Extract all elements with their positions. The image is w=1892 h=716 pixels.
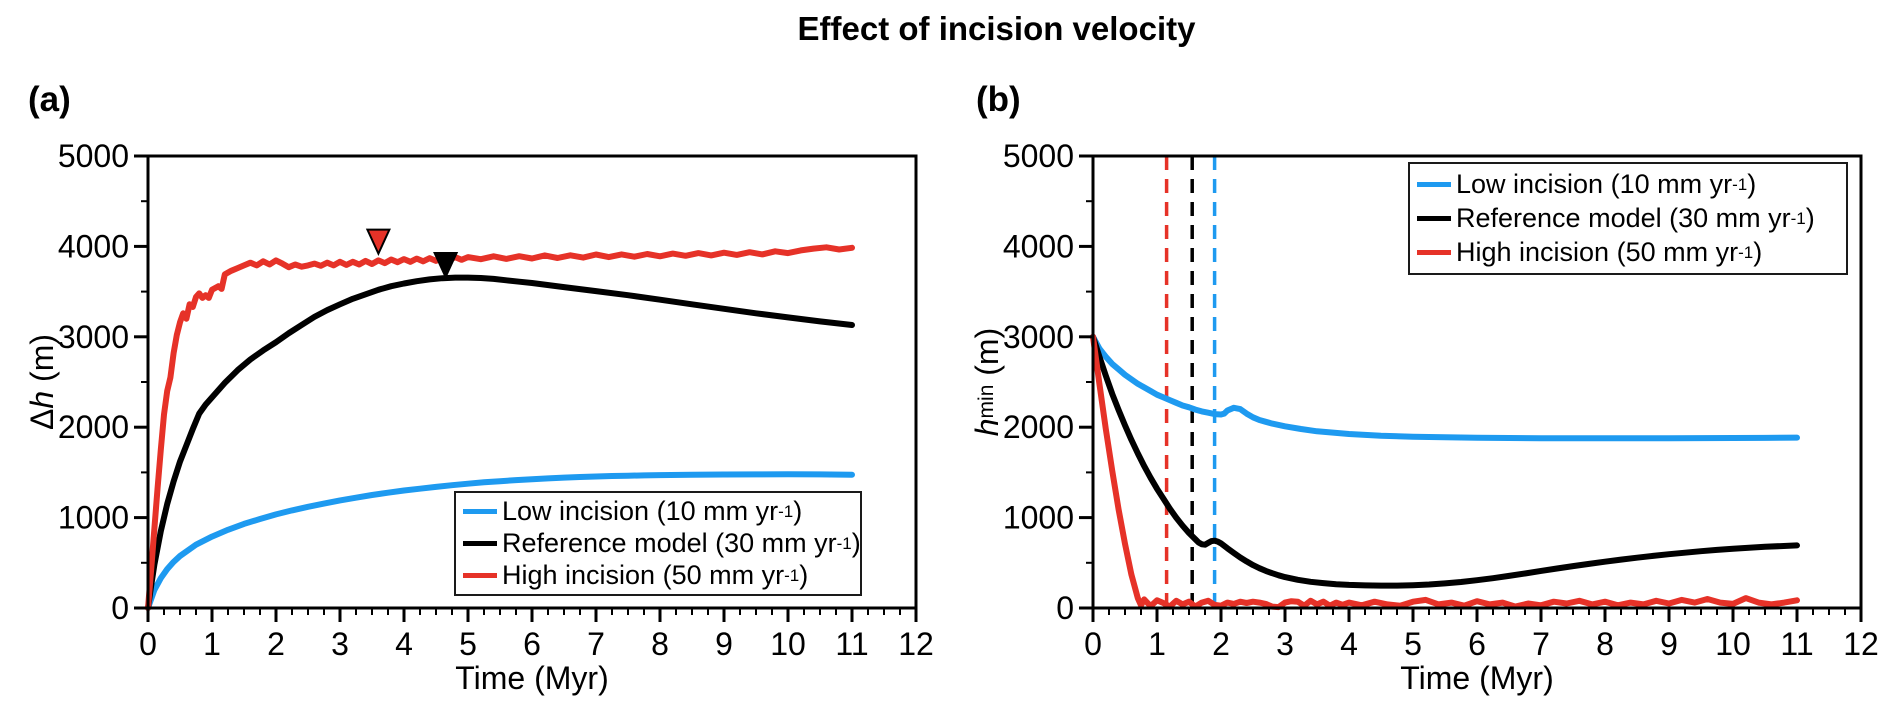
x-tick-label: 4 bbox=[1340, 626, 1358, 662]
y-tick-label: 4000 bbox=[58, 228, 129, 264]
legend-swatch-red bbox=[1417, 250, 1451, 255]
legend-label: High incision (50 mm yr bbox=[1456, 237, 1739, 267]
x-tick-label: 0 bbox=[1084, 626, 1102, 662]
legend-label: Low incision (10 mm yr bbox=[1456, 169, 1733, 199]
x-tick-label: 4 bbox=[395, 626, 413, 662]
legend-label: High incision (50 mm yr bbox=[502, 560, 785, 590]
legend-item-low-incision: Low incision (10 mm yr -1) bbox=[1410, 171, 1846, 198]
y-tick-label: 0 bbox=[1056, 590, 1074, 626]
legend-label-end: ) bbox=[1753, 237, 1763, 267]
legend-label-end: ) bbox=[799, 560, 809, 590]
legend-label-end: ) bbox=[793, 496, 803, 526]
x-tick-label: 9 bbox=[715, 626, 733, 662]
x-tick-label: 2 bbox=[1212, 626, 1230, 662]
y-axis-label-a-unit: (m) bbox=[23, 333, 60, 391]
x-tick-label: 6 bbox=[1468, 626, 1486, 662]
series-line bbox=[145, 274, 855, 611]
legend-swatch-blue bbox=[1417, 182, 1451, 187]
x-tick-label: 12 bbox=[898, 626, 934, 662]
y-axis-label-a-variable: h bbox=[23, 390, 60, 409]
y-tick-label: 0 bbox=[111, 590, 129, 626]
panel-label-a: (a) bbox=[28, 80, 71, 119]
series-line bbox=[145, 471, 855, 611]
legend-label: Low incision (10 mm yr bbox=[502, 496, 779, 526]
legend-panel-a: Low incision (10 mm yr -1) Reference mode… bbox=[454, 491, 862, 596]
legend-panel-b: Low incision (10 mm yr -1) Reference mode… bbox=[1408, 162, 1848, 275]
legend-item-reference-model: Reference model (30 mm yr -1) bbox=[1410, 205, 1846, 232]
y-tick-label: 2000 bbox=[1003, 409, 1074, 445]
y-tick-label: 3000 bbox=[1003, 319, 1074, 355]
legend-item-high-incision: High incision (50 mm yr -1) bbox=[456, 562, 860, 589]
x-tick-label: 7 bbox=[587, 626, 605, 662]
x-tick-label: 8 bbox=[651, 626, 669, 662]
y-tick-label: 3000 bbox=[58, 319, 129, 355]
series-line bbox=[145, 244, 855, 611]
peak-marker-triangle bbox=[365, 228, 391, 257]
y-tick-label: 2000 bbox=[58, 409, 129, 445]
panel-label-b: (b) bbox=[976, 80, 1021, 119]
x-tick-label: 10 bbox=[1715, 626, 1751, 662]
x-tick-label: 11 bbox=[1780, 626, 1813, 662]
y-tick-label: 1000 bbox=[1003, 500, 1074, 536]
peak-marker-triangle bbox=[433, 251, 459, 280]
x-tick-label: 10 bbox=[770, 626, 806, 662]
series-line bbox=[1090, 333, 1800, 589]
legend-label-end: ) bbox=[851, 528, 861, 558]
x-tick-label: 1 bbox=[1148, 626, 1166, 662]
legend-swatch-red bbox=[463, 573, 497, 578]
x-tick-label: 5 bbox=[1404, 626, 1422, 662]
y-axis-label-a-prefix: Δ bbox=[23, 408, 60, 431]
figure-title: Effect of incision velocity bbox=[797, 10, 1196, 47]
legend-item-reference-model: Reference model (30 mm yr -1) bbox=[456, 528, 861, 558]
x-tick-label: 6 bbox=[523, 626, 541, 662]
x-axis-label-a: Time (Myr) bbox=[455, 660, 609, 696]
legend-item-high-incision: High incision (50 mm yr -1) bbox=[1410, 239, 1846, 266]
x-tick-label: 3 bbox=[1276, 626, 1294, 662]
y-axis-label-b-subscript: min bbox=[975, 384, 998, 419]
y-tick-label: 5000 bbox=[1003, 138, 1074, 174]
x-tick-label: 0 bbox=[139, 626, 157, 662]
y-axis-label-b: h min (m) bbox=[966, 242, 1008, 522]
legend-label-end: ) bbox=[1747, 169, 1757, 199]
y-tick-label: 1000 bbox=[58, 500, 129, 536]
legend-item-low-incision: Low incision (10 mm yr -1) bbox=[456, 498, 860, 525]
x-tick-label: 1 bbox=[203, 626, 221, 662]
x-tick-label: 5 bbox=[459, 626, 477, 662]
x-tick-label: 2 bbox=[267, 626, 285, 662]
series-line bbox=[1090, 333, 1800, 611]
y-axis-label-b-unit: (m) bbox=[968, 327, 1005, 385]
legend-label: Reference model (30 mm yr bbox=[502, 528, 837, 558]
legend-label-end: ) bbox=[1805, 203, 1815, 233]
x-tick-label: 3 bbox=[331, 626, 349, 662]
legend-swatch-black bbox=[1417, 216, 1451, 221]
x-tick-label: 9 bbox=[1660, 626, 1678, 662]
series-line bbox=[1090, 333, 1800, 442]
legend-label: Reference model (30 mm yr bbox=[1456, 203, 1791, 233]
legend-swatch-black bbox=[463, 541, 497, 546]
x-tick-label: 7 bbox=[1532, 626, 1550, 662]
y-tick-label: 4000 bbox=[1003, 228, 1074, 264]
x-axis-label-b: Time (Myr) bbox=[1400, 660, 1554, 696]
x-tick-label: 8 bbox=[1596, 626, 1614, 662]
legend-swatch-blue bbox=[463, 509, 497, 514]
y-tick-label: 5000 bbox=[58, 138, 129, 174]
x-tick-label: 12 bbox=[1843, 626, 1879, 662]
x-tick-label: 11 bbox=[835, 626, 868, 662]
y-axis-label-b-variable: h bbox=[968, 418, 1005, 437]
